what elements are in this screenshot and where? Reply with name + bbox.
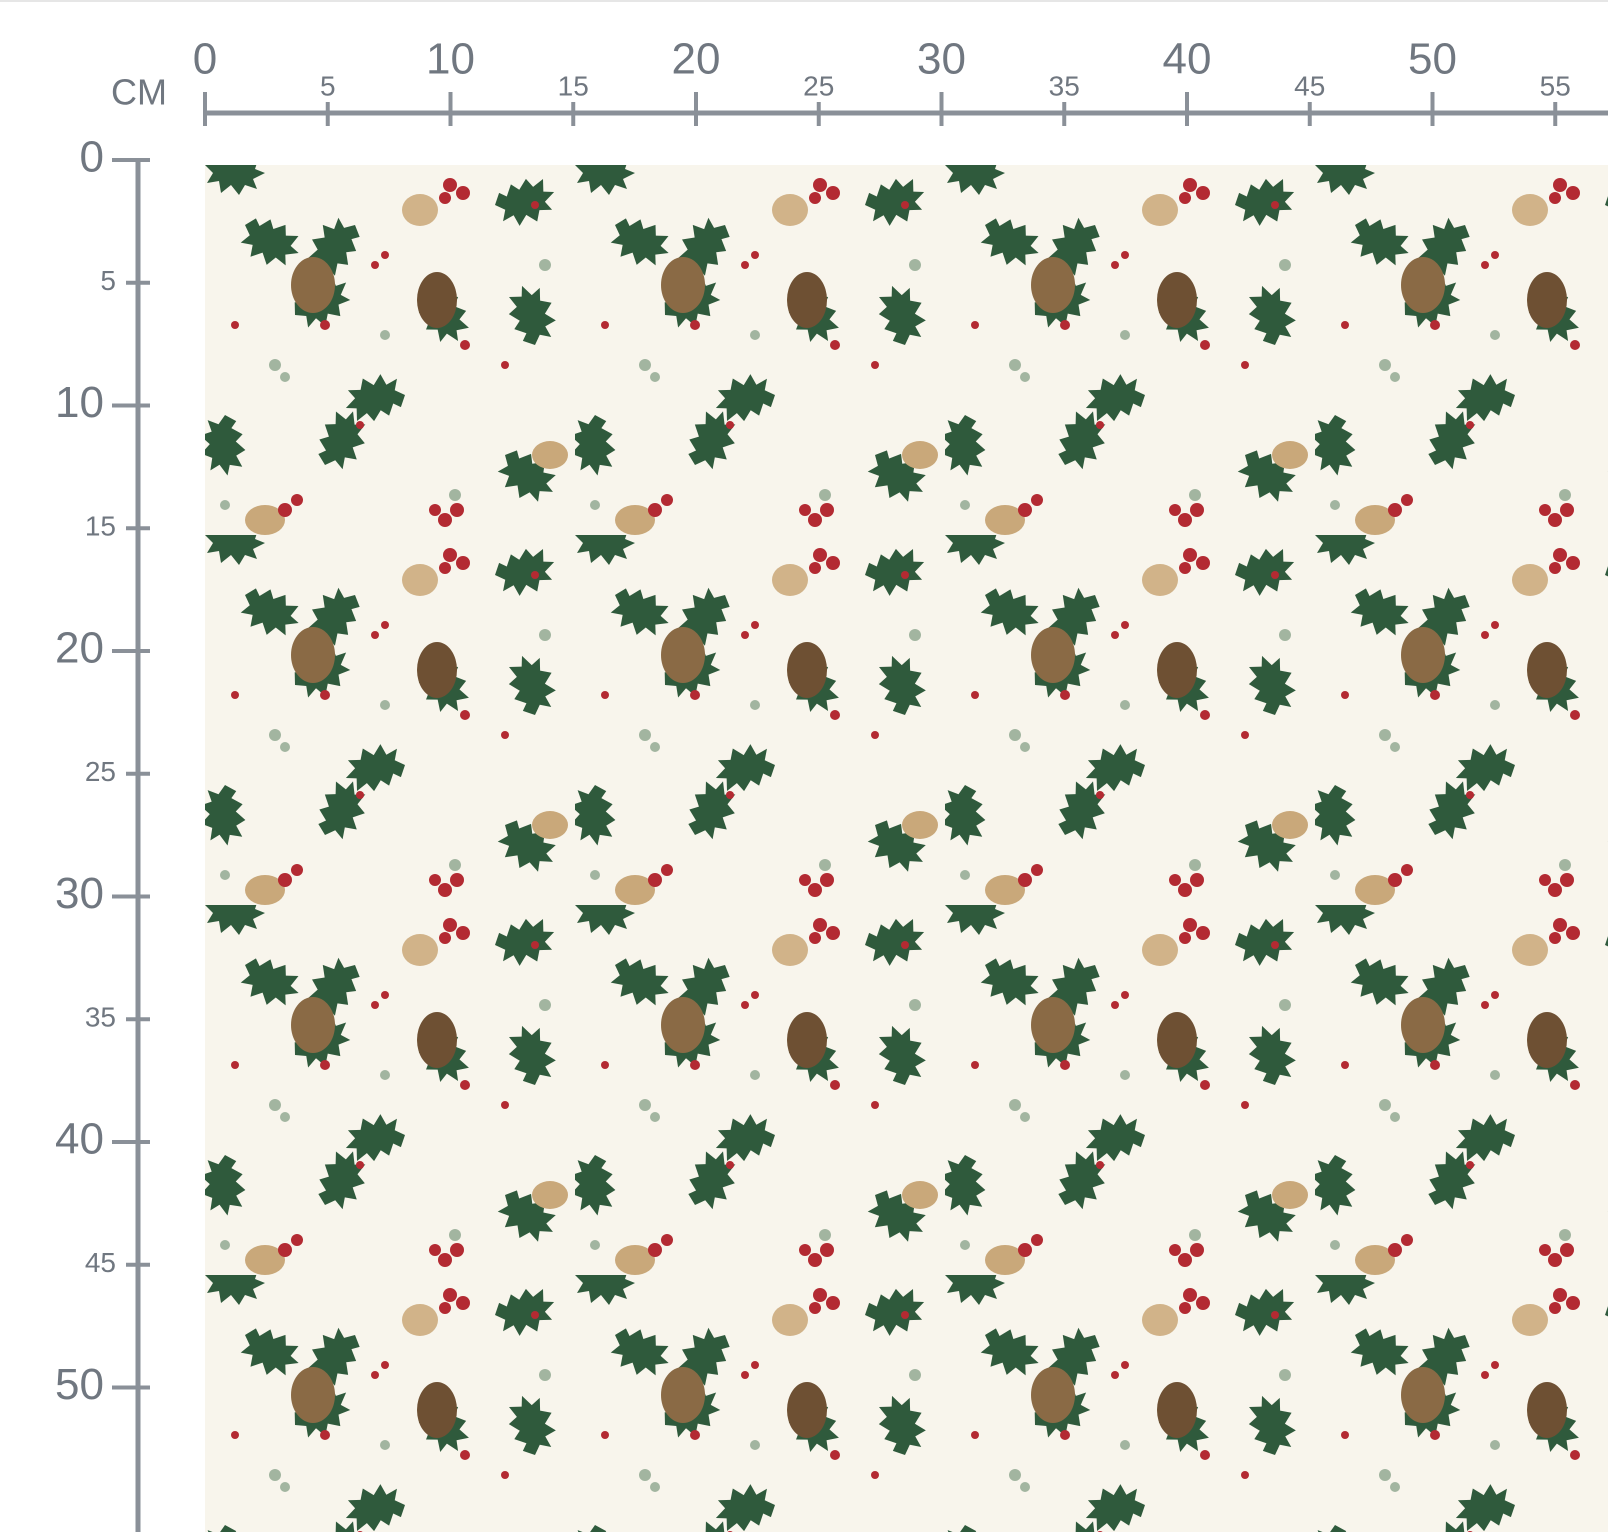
top-tick-label: 35 <box>1049 70 1080 101</box>
top-tick-label: 10 <box>426 35 475 84</box>
left-tick-label: 25 <box>85 756 116 787</box>
left-tick-label: 30 <box>55 869 104 918</box>
top-tick-label: 45 <box>1294 70 1325 101</box>
fabric-swatch <box>205 165 1608 1532</box>
left-tick-label: 40 <box>55 1115 104 1164</box>
left-tick-label: 50 <box>55 1360 104 1409</box>
top-tick-label: 30 <box>917 35 966 84</box>
left-tick-label: 15 <box>85 511 116 542</box>
rulers: 0 5 10 15 20 25 30 35 40 45 50 55 0 5 10 15 20 25 30 35 40 45… <box>55 35 1571 1410</box>
left-tick-label: 10 <box>55 378 104 427</box>
left-tick-label: 35 <box>85 1002 116 1033</box>
top-tick-label: 5 <box>320 70 336 101</box>
top-tick-label: 55 <box>1540 70 1571 101</box>
left-tick-label: 0 <box>80 133 104 182</box>
unit-label: CM <box>111 72 167 113</box>
top-border <box>0 0 1608 2</box>
left-tick-label: 45 <box>85 1247 116 1278</box>
top-tick-label: 15 <box>558 70 589 101</box>
left-tick-label: 5 <box>100 265 116 296</box>
top-tick-label: 40 <box>1163 35 1212 84</box>
top-tick-label: 50 <box>1408 35 1457 84</box>
top-tick-label: 0 <box>193 35 217 84</box>
top-tick-label: 25 <box>803 70 834 101</box>
top-tick-label: 20 <box>672 35 721 84</box>
left-tick-label: 20 <box>55 624 104 673</box>
